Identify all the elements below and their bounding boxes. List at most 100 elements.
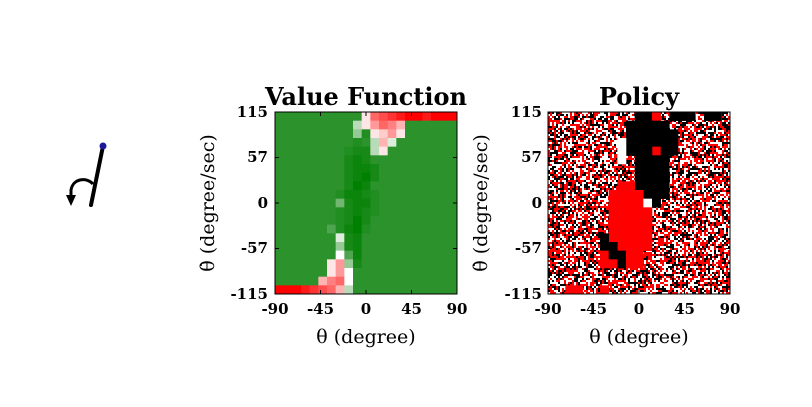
policy-pixel [624, 124, 626, 126]
heatmap-cell [396, 138, 406, 148]
policy-pixel [554, 118, 556, 120]
policy-pixel [706, 240, 708, 242]
policy-pixel [670, 202, 672, 204]
heatmap-cell [422, 198, 432, 208]
policy-pixel [664, 224, 666, 226]
policy-pixel [724, 172, 726, 174]
policy-pixel [612, 112, 614, 114]
heatmap-cell [353, 224, 363, 234]
heatmap-cell [387, 146, 397, 156]
heatmap-cell [309, 164, 319, 174]
policy-pixel [674, 156, 676, 158]
policy-pixel [698, 216, 700, 218]
policy-pixel [598, 150, 600, 152]
heatmap-cell [327, 285, 337, 295]
policy-pixel [606, 226, 608, 228]
policy-pixel [700, 224, 702, 226]
policy-pixel [584, 122, 586, 124]
policy-pixel [688, 176, 690, 178]
policy-pixel [610, 162, 612, 164]
policy-pixel [720, 136, 722, 138]
policy-pixel [592, 150, 594, 152]
policy-pixel [688, 192, 690, 194]
heatmap-cell [405, 250, 415, 260]
policy-pixel [624, 120, 626, 122]
policy-pixel [554, 244, 556, 246]
heatmap-cell [405, 155, 415, 165]
policy-pixel [580, 218, 582, 220]
policy-pixel [578, 176, 580, 178]
policy-pixel [602, 214, 604, 216]
policy-pixel [556, 244, 558, 246]
policy-pixel [692, 184, 694, 186]
policy-pixel [566, 218, 568, 220]
policy-pixel [586, 184, 588, 186]
policy-pixel [654, 242, 656, 244]
policy-pixel [678, 218, 680, 220]
policy-pixel [566, 138, 568, 140]
policy-pixel [660, 240, 662, 242]
policy-pixel [578, 256, 580, 258]
policy-pixel [690, 164, 692, 166]
policy-pixel [712, 242, 714, 244]
policy-pixel [566, 188, 568, 190]
policy-pixel [552, 138, 554, 140]
policy-pixel [586, 224, 588, 226]
policy-pixel [722, 142, 724, 144]
policy-pixel [548, 216, 550, 218]
policy-pixel [688, 178, 690, 180]
policy-pixel [572, 214, 574, 216]
policy-pixel [580, 128, 582, 130]
heatmap-cell [335, 190, 345, 200]
policy-pixel [682, 240, 684, 242]
policy-pixel [720, 160, 722, 162]
policy-pixel [576, 186, 578, 188]
policy-pixel [674, 236, 676, 238]
policy-pixel [694, 208, 696, 210]
policy-pixel [700, 228, 702, 230]
policy-pixel [662, 238, 664, 240]
policy-pixel [610, 130, 612, 132]
policy-pixel [568, 176, 570, 178]
policy-pixel [604, 190, 606, 192]
policy-pixel [604, 212, 606, 214]
policy-pixel [676, 248, 678, 250]
policy-pixel [720, 208, 722, 210]
policy-pixel [680, 198, 682, 200]
policy-pixel [654, 252, 656, 254]
policy-pixel [658, 214, 660, 216]
policy-pixel [714, 226, 716, 228]
heatmap-cell [275, 216, 285, 226]
policy-pixel [668, 114, 670, 116]
policy-pixel [710, 140, 712, 142]
policy-pixel [616, 138, 618, 140]
policy-pixel [700, 250, 702, 252]
policy-pixel [556, 122, 558, 124]
policy-pixel [688, 172, 690, 174]
policy-pixel [624, 136, 626, 138]
policy-pixel [614, 170, 616, 172]
policy-pixel [728, 242, 730, 244]
policy-pixel [548, 186, 550, 188]
policy-pixel [690, 182, 692, 184]
policy-pixel [662, 220, 664, 222]
policy-pixel [714, 128, 716, 130]
policy-pixel [660, 244, 662, 246]
policy-pixel [682, 236, 684, 238]
policy-pixel [702, 198, 704, 200]
heatmap-cell [275, 250, 285, 260]
policy-pixel [664, 210, 666, 212]
policy-pixel [586, 124, 588, 126]
policy-pixel [604, 204, 606, 206]
policy-pixel [556, 216, 558, 218]
heatmap-cell [335, 224, 345, 234]
policy-pixel [670, 256, 672, 258]
heatmap-cell [405, 224, 415, 234]
heatmap-cell [344, 112, 354, 122]
policy-pixel [686, 170, 688, 172]
policy-pixel [698, 248, 700, 250]
policy-pixel [702, 160, 704, 162]
policy-pixel [656, 234, 658, 236]
heatmap-cell [335, 242, 345, 252]
policy-pixel [722, 122, 724, 124]
